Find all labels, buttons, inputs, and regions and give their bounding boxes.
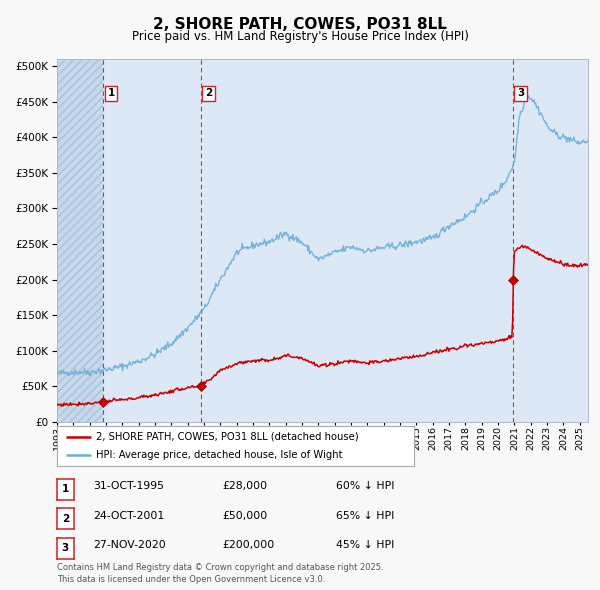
Text: £50,000: £50,000 xyxy=(222,510,267,520)
Bar xyxy=(201,59,513,422)
Text: 2: 2 xyxy=(62,514,69,524)
Text: 2: 2 xyxy=(205,88,212,99)
Text: 1: 1 xyxy=(107,88,115,99)
Text: 31-OCT-1995: 31-OCT-1995 xyxy=(93,481,164,491)
Text: Contains HM Land Registry data © Crown copyright and database right 2025.
This d: Contains HM Land Registry data © Crown c… xyxy=(57,563,383,584)
Bar xyxy=(103,59,201,422)
Text: 2, SHORE PATH, COWES, PO31 8LL: 2, SHORE PATH, COWES, PO31 8LL xyxy=(153,17,447,32)
Text: 3: 3 xyxy=(517,88,524,99)
Text: 2, SHORE PATH, COWES, PO31 8LL (detached house): 2, SHORE PATH, COWES, PO31 8LL (detached… xyxy=(96,432,359,442)
Text: Price paid vs. HM Land Registry's House Price Index (HPI): Price paid vs. HM Land Registry's House … xyxy=(131,30,469,43)
Text: 3: 3 xyxy=(62,543,69,553)
Text: £200,000: £200,000 xyxy=(222,540,274,550)
Bar xyxy=(57,59,103,422)
Text: 27-NOV-2020: 27-NOV-2020 xyxy=(93,540,166,550)
Text: £28,000: £28,000 xyxy=(222,481,267,491)
Bar xyxy=(513,59,588,422)
Text: HPI: Average price, detached house, Isle of Wight: HPI: Average price, detached house, Isle… xyxy=(96,450,343,460)
Text: 60% ↓ HPI: 60% ↓ HPI xyxy=(336,481,395,491)
Text: 45% ↓ HPI: 45% ↓ HPI xyxy=(336,540,394,550)
Text: 24-OCT-2001: 24-OCT-2001 xyxy=(93,510,164,520)
Bar xyxy=(57,59,103,422)
Text: 1: 1 xyxy=(62,484,69,494)
Text: 65% ↓ HPI: 65% ↓ HPI xyxy=(336,510,394,520)
